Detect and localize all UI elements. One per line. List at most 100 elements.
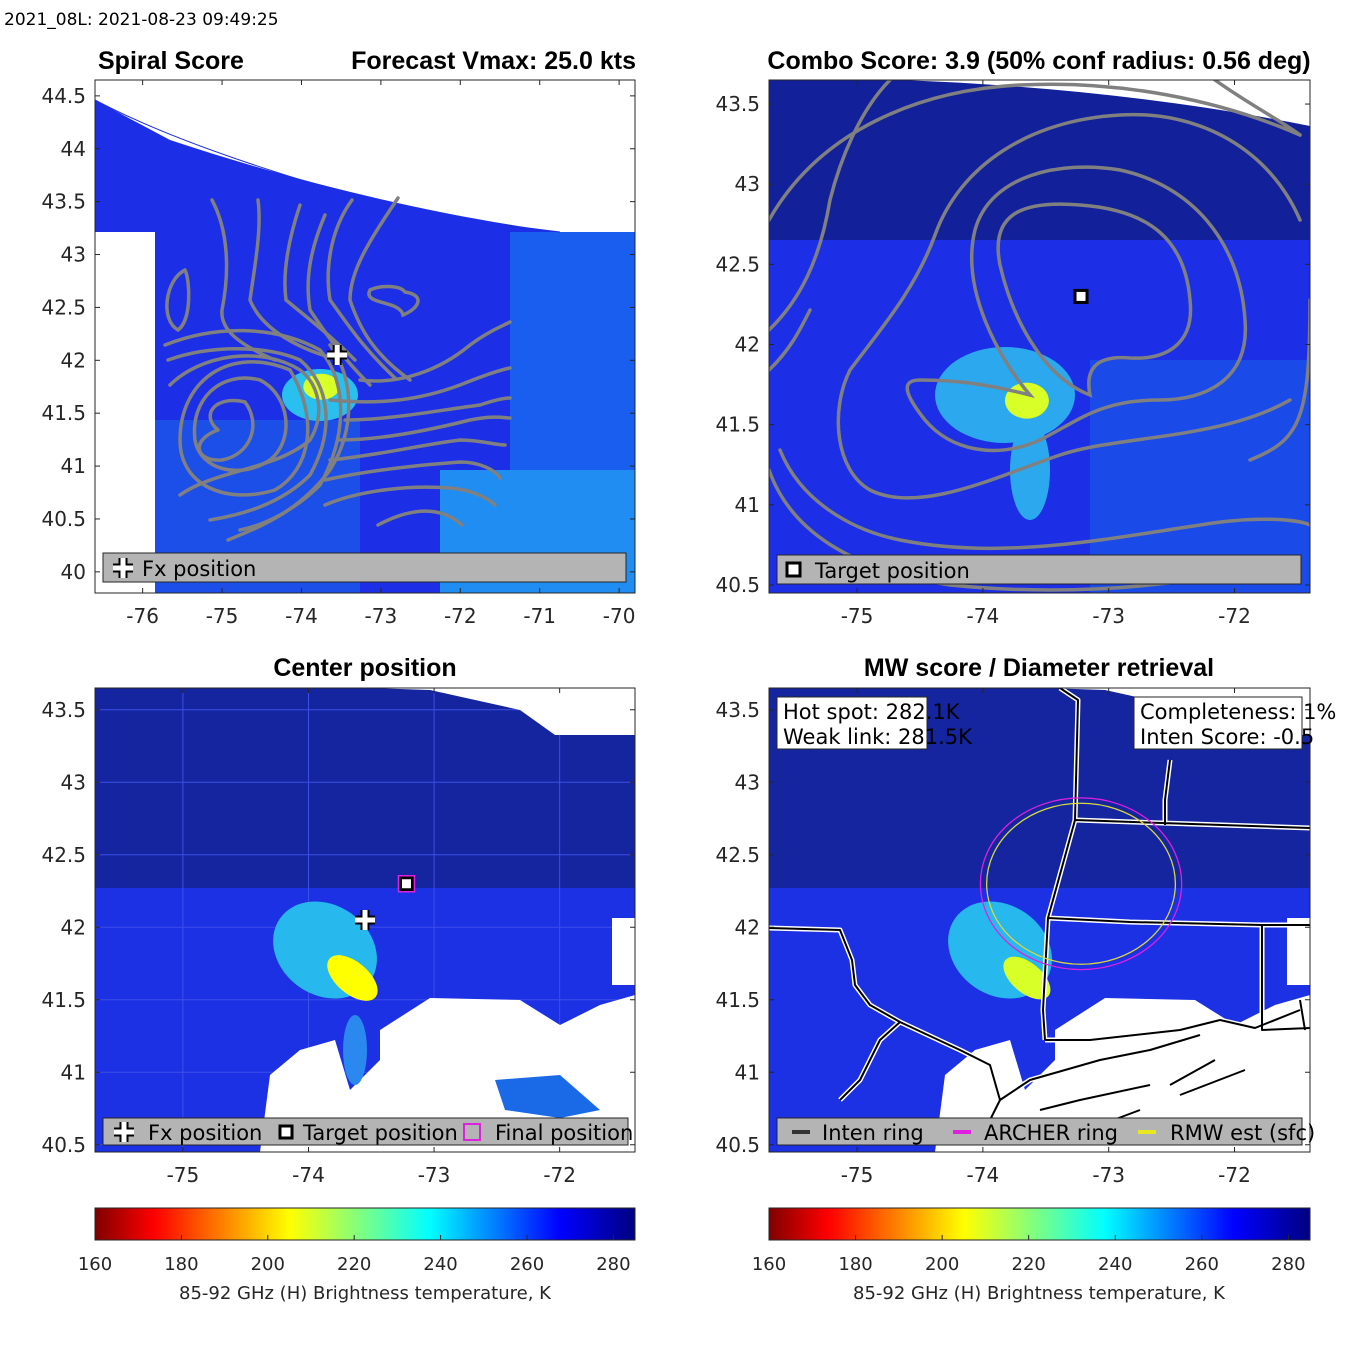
x-tick-label: -73 bbox=[1092, 1163, 1125, 1187]
legend-label: Fx position bbox=[148, 1121, 262, 1145]
x-tick-label: -74 bbox=[967, 1163, 1000, 1187]
x-tick-label: -76 bbox=[126, 604, 159, 628]
y-tick-label: 43 bbox=[735, 770, 760, 794]
plot-frame bbox=[768, 79, 1311, 594]
legend-label: Fx position bbox=[142, 557, 256, 581]
x-tick-label: -75 bbox=[206, 604, 239, 628]
x-tick-label: -73 bbox=[1092, 604, 1125, 628]
markers bbox=[355, 875, 416, 930]
score-contour-line bbox=[769, 82, 1302, 222]
x-tick-label: -75 bbox=[841, 1163, 874, 1187]
y-tick-label: 42 bbox=[61, 915, 86, 939]
axis-ticks: -76 -75 -74 -73 -72 -71 -70 40 40.5 41 41.5 42 42.5 4… bbox=[41, 80, 635, 628]
swath-edge-missing bbox=[95, 80, 635, 232]
y-tick-label: 44.5 bbox=[41, 84, 86, 108]
plot-frame bbox=[94, 687, 636, 1153]
panel-spiral-score: Spiral Score Forecast Vmax: 25.0 kts -76… bbox=[41, 47, 636, 628]
score-contour-line bbox=[343, 396, 512, 422]
panel-combo-score: Combo Score: 3.9 (50% conf radius: 0.56 … bbox=[715, 47, 1310, 628]
score-contour-line bbox=[323, 485, 497, 507]
inten-score-text: Inten Score: -0.5 bbox=[1140, 725, 1314, 749]
colorbar-ticks: 160 180 200 220 240 260 280 bbox=[78, 1235, 631, 1275]
y-tick-label: 41.5 bbox=[41, 401, 86, 425]
score-contour-line bbox=[168, 354, 321, 497]
colorbar-tick-label: 280 bbox=[596, 1254, 630, 1275]
x-tick-label: -74 bbox=[285, 604, 318, 628]
y-tick-label: 42 bbox=[61, 348, 86, 372]
rmw-ring bbox=[986, 802, 1177, 965]
plot-frame bbox=[768, 687, 1311, 1153]
swath-edge-missing bbox=[769, 80, 1310, 126]
y-tick-label: 40 bbox=[61, 560, 86, 584]
score-contour-line bbox=[769, 80, 892, 332]
hotspot-core bbox=[1003, 956, 1051, 1000]
panel-center-position: Center position -75 -74 -73 -72 40.5 41 41.5 42… bbox=[41, 654, 636, 1187]
colorbar-tick-label: 180 bbox=[838, 1254, 872, 1275]
plot-frame bbox=[94, 79, 636, 594]
colorbar-label: 85-92 GHz (H) Brightness temperature, K bbox=[179, 1283, 552, 1304]
target-square-icon bbox=[785, 561, 802, 578]
info-box-left: Hot spot: 282.1K Weak link: 281.5K bbox=[776, 696, 973, 750]
state-boundaries bbox=[769, 688, 1310, 1132]
score-contour-line bbox=[769, 308, 812, 372]
legend-box bbox=[102, 1117, 629, 1146]
y-tick-label: 41.5 bbox=[715, 413, 760, 437]
score-contour-line bbox=[358, 320, 512, 383]
legend-mw: Inten ring ARCHER ring RMW est (sfc) bbox=[776, 1117, 1315, 1146]
score-contour-line bbox=[192, 376, 288, 473]
score-contour-line bbox=[283, 203, 357, 362]
hot-spot-text: Hot spot: 282.1K bbox=[783, 700, 961, 724]
y-tick-label: 41 bbox=[735, 493, 760, 517]
score-contour-line bbox=[166, 347, 328, 522]
colorbar-tick-label: 160 bbox=[752, 1254, 786, 1275]
x-tick-label: -72 bbox=[444, 604, 477, 628]
colorbar-left: 160 180 200 220 240 260 280 85-92 GHz (H) Brig… bbox=[78, 1207, 636, 1304]
legend-label: Final position bbox=[495, 1121, 633, 1145]
colorbar-tick-label: 160 bbox=[78, 1254, 112, 1275]
legend-label: Target position bbox=[302, 1121, 458, 1145]
colorbar-right: 160 180 200 220 240 260 280 85-92 GHz (H) Brig… bbox=[752, 1207, 1311, 1304]
archer-ring bbox=[979, 797, 1183, 971]
score-contour-line bbox=[248, 198, 342, 362]
colorbar-gradient bbox=[94, 1207, 636, 1241]
x-tick-label: -73 bbox=[365, 604, 398, 628]
y-tick-label: 40.5 bbox=[41, 507, 86, 531]
legend-label: Target position bbox=[814, 559, 970, 583]
weak-link-text: Weak link: 281.5K bbox=[783, 725, 973, 749]
panel-title-center: Center position bbox=[273, 654, 456, 682]
legend-box bbox=[776, 1117, 1303, 1146]
x-tick-label: -74 bbox=[292, 1163, 325, 1187]
panel-title-spiral: Spiral Score bbox=[98, 47, 244, 75]
score-contour-line bbox=[328, 366, 512, 404]
missing-east bbox=[1287, 918, 1310, 985]
y-tick-label: 40.5 bbox=[715, 573, 760, 597]
x-tick-label: -75 bbox=[841, 604, 874, 628]
hotspot-core bbox=[327, 955, 378, 1001]
figure-header: 2021_08L: 2021-08-23 09:49:25 bbox=[4, 10, 279, 30]
score-contour-line bbox=[905, 165, 1248, 453]
y-tick-label: 41.5 bbox=[41, 988, 86, 1012]
y-tick-label: 43 bbox=[61, 770, 86, 794]
tb-field-coastal bbox=[495, 1075, 600, 1118]
hotspot-core bbox=[1004, 382, 1049, 419]
x-tick-label: -72 bbox=[1218, 1163, 1251, 1187]
x-tick-label: -70 bbox=[603, 604, 636, 628]
fx-position-marker-fill bbox=[355, 910, 375, 930]
y-tick-label: 43.5 bbox=[715, 698, 760, 722]
colorbar-tick-label: 200 bbox=[251, 1254, 285, 1275]
y-tick-label: 44 bbox=[61, 137, 86, 161]
legend-box bbox=[102, 552, 627, 583]
colorbar-tick-label: 220 bbox=[1012, 1254, 1046, 1275]
tb-missing-west bbox=[95, 232, 155, 593]
score-contour-line bbox=[306, 213, 372, 387]
colorbar-label: 85-92 GHz (H) Brightness temperature, K bbox=[853, 1283, 1226, 1304]
target-position-marker bbox=[398, 876, 414, 892]
spiral-contours bbox=[163, 196, 512, 542]
panel-mw-score: MW score / Diameter retrieval -75 -74 -73-… bbox=[715, 654, 1336, 1187]
score-contour-line bbox=[778, 448, 1310, 551]
legend-box bbox=[776, 554, 1302, 585]
y-tick-label: 41 bbox=[61, 1060, 86, 1084]
target-position-marker bbox=[1073, 288, 1089, 304]
score-contour-line bbox=[323, 460, 502, 482]
